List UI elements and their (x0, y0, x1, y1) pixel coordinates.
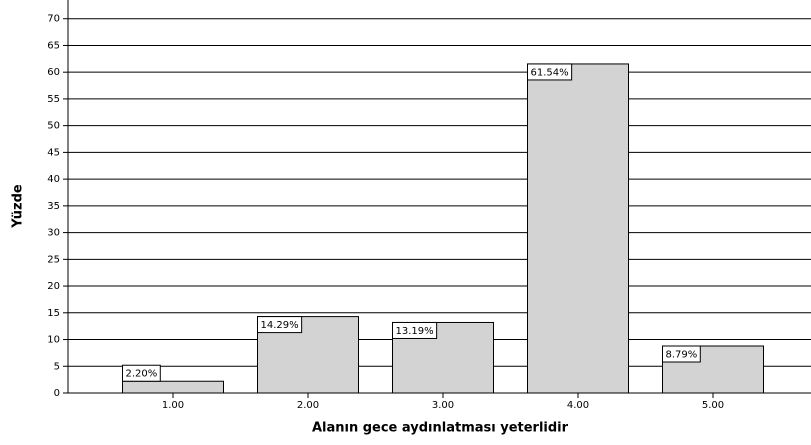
value-label-box (527, 63, 573, 81)
y-tick-label: 15 (47, 308, 60, 319)
value-label: 13.19% (396, 326, 434, 337)
y-tick-label: 10 (47, 335, 60, 346)
y-tick-label: 50 (47, 121, 60, 132)
y-tick-label: 30 (47, 228, 60, 239)
y-tick-label: 60 (47, 67, 60, 78)
value-label: 8.79% (666, 350, 698, 361)
value-label: 2.20% (126, 369, 158, 380)
value-label-box (122, 364, 161, 382)
value-label-box (392, 321, 438, 339)
y-tick-label: 45 (47, 147, 60, 158)
y-tick-label: 25 (47, 254, 60, 265)
x-tick-label: 4.00 (567, 400, 589, 411)
value-label: 61.54% (531, 67, 569, 78)
x-tick-label: 2.00 (297, 400, 319, 411)
bar (527, 63, 629, 394)
x-tick-label: 5.00 (702, 400, 724, 411)
value-label: 14.29% (261, 320, 299, 331)
y-axis-title: Yüzde (11, 184, 26, 229)
y-tick-label: 20 (47, 281, 60, 292)
y-tick-label: 55 (47, 94, 60, 105)
x-tick-label: 1.00 (162, 400, 184, 411)
x-tick-label: 3.00 (432, 400, 454, 411)
y-tick-label: 35 (47, 201, 60, 212)
y-tick-label: 5 (54, 361, 60, 372)
bar (122, 380, 224, 394)
value-label-box (257, 316, 303, 334)
y-tick-label: 65 (47, 40, 60, 51)
y-tick-label: 70 (47, 14, 60, 25)
y-tick-label: 0 (54, 388, 60, 399)
y-tick-label: 40 (47, 174, 60, 185)
value-label-box (662, 345, 701, 363)
x-axis-title: Alanın gece aydınlatması yeterlidir (312, 421, 569, 436)
